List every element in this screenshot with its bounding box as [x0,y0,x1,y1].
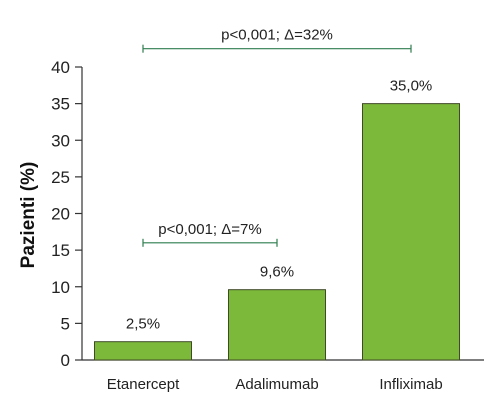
y-tick-label: 15 [51,241,70,260]
y-tick-label: 20 [51,205,70,224]
significance-label: p<0,001; Δ=32% [221,27,333,44]
data-label: 9,6% [260,264,294,281]
bar [362,103,460,361]
bar [228,289,326,361]
y-tick-label: 35 [51,95,70,114]
data-label: 2,5% [126,316,160,333]
y-tick-label: 30 [51,131,70,150]
annotations: p<0,001; Δ=7% p<0,001; Δ=32% [142,27,412,247]
x-tick-label: Infliximab [379,376,442,393]
y-axis-label: Pazienti (%) [18,162,39,269]
x-tick-label: Adalimumab [235,376,318,393]
x-tick-label: Etanercept [107,376,180,393]
y-tick-label: 0 [61,351,70,370]
bars: 2,5% Etanercept 9,6% Adalimumab 35,0% Inflixi… [94,78,460,393]
significance-label: p<0,001; Δ=7% [158,221,261,238]
y-tick-label: 25 [51,168,70,187]
y-tick-label: 5 [61,314,70,333]
y-tick-label: 10 [51,278,70,297]
y-tick-label: 40 [51,58,70,77]
bar [94,341,192,361]
data-label: 35,0% [390,78,433,95]
